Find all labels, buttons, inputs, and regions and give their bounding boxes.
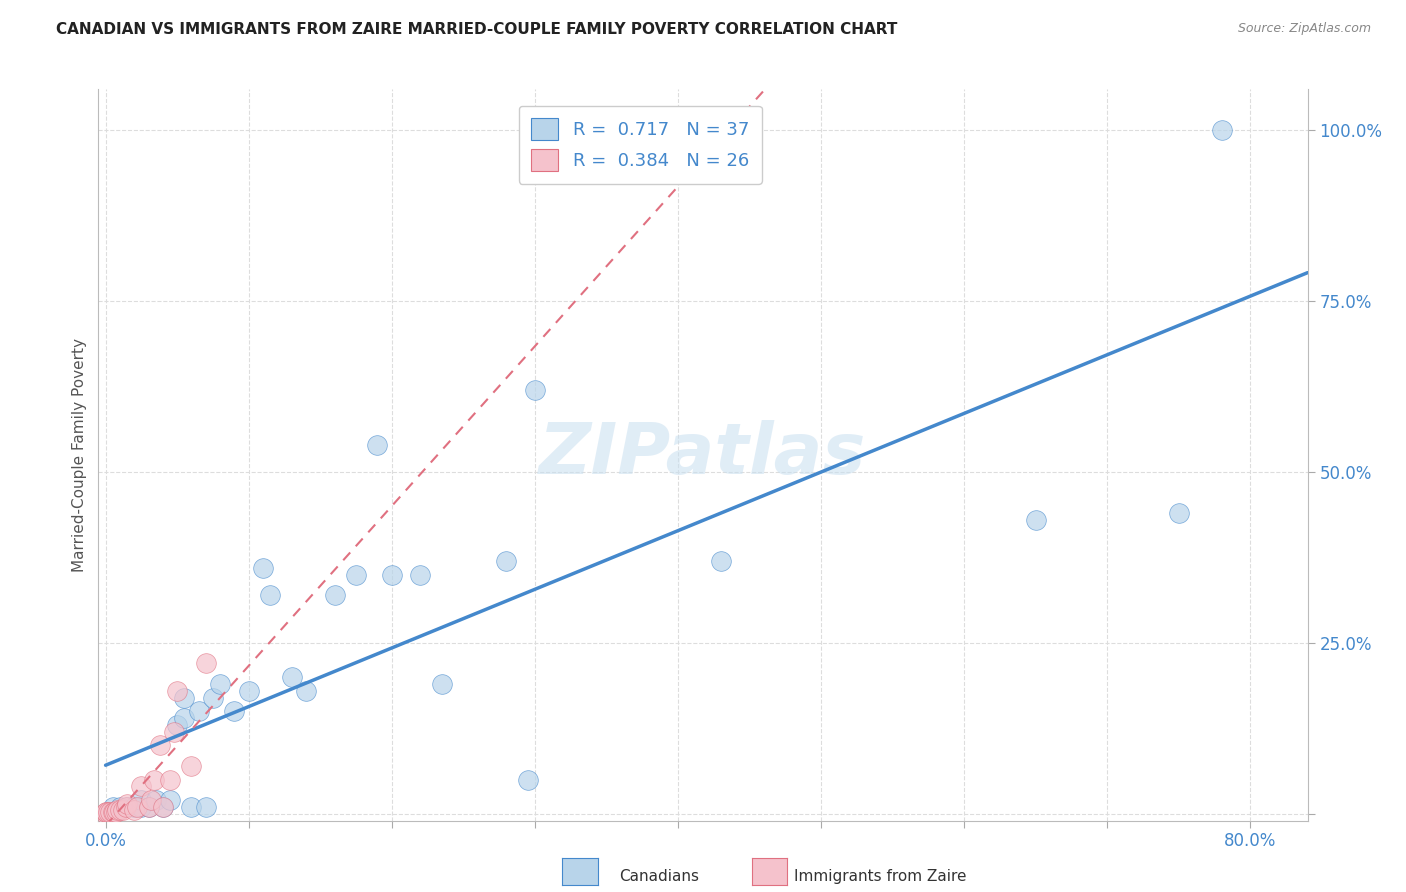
Point [152, 800, 174, 814]
Point [495, 554, 517, 568]
Point [141, 793, 163, 807]
Point [97, 805, 120, 820]
Text: CANADIAN VS IMMIGRANTS FROM ZAIRE MARRIED-COUPLE FAMILY POVERTY CORRELATION CHAR: CANADIAN VS IMMIGRANTS FROM ZAIRE MARRIE… [56, 22, 897, 37]
Point [173, 690, 195, 705]
Point [173, 711, 195, 725]
Point [115, 800, 138, 814]
Point [280, 670, 302, 684]
Point [94, 805, 117, 819]
Point [344, 567, 367, 582]
Point [194, 657, 217, 671]
Point [238, 683, 260, 698]
Point [131, 800, 153, 814]
Point [159, 793, 181, 807]
Point [187, 704, 209, 718]
Point [94, 805, 117, 820]
Point [1167, 506, 1189, 520]
Point [180, 759, 202, 773]
Point [104, 805, 127, 819]
Point [143, 772, 166, 787]
Point [108, 804, 131, 818]
Point [98, 805, 121, 819]
Text: Canadians: Canadians [619, 870, 699, 884]
Point [138, 800, 160, 814]
Point [145, 793, 167, 807]
Legend: R =  0.717   N = 37, R =  0.384   N = 26: R = 0.717 N = 37, R = 0.384 N = 26 [519, 105, 762, 184]
Point [1211, 123, 1233, 137]
Point [259, 588, 281, 602]
Point [295, 683, 318, 698]
Point [152, 800, 174, 814]
Point [224, 704, 246, 718]
Point [111, 804, 134, 818]
Point [115, 797, 138, 811]
Text: Immigrants from Zaire: Immigrants from Zaire [794, 870, 967, 884]
Text: ZIPatlas: ZIPatlas [540, 420, 866, 490]
Point [166, 718, 188, 732]
Point [101, 800, 124, 814]
Text: Source: ZipAtlas.com: Source: ZipAtlas.com [1237, 22, 1371, 36]
Point [194, 800, 217, 814]
Point [180, 800, 202, 814]
Point [103, 805, 125, 819]
Point [163, 724, 186, 739]
Point [430, 677, 453, 691]
Point [201, 690, 224, 705]
Point [131, 780, 153, 794]
Point [323, 588, 346, 602]
Point [159, 772, 181, 787]
Point [149, 739, 172, 753]
Point [516, 772, 538, 787]
Point [114, 800, 136, 814]
Point [252, 560, 274, 574]
Point [101, 805, 124, 820]
Point [166, 683, 188, 698]
Point [125, 800, 148, 814]
Point [710, 554, 733, 568]
Point [105, 804, 128, 818]
Point [122, 800, 145, 814]
Y-axis label: Married-Couple Family Poverty: Married-Couple Family Poverty [72, 338, 87, 572]
Point [1025, 513, 1047, 527]
Point [108, 800, 131, 814]
Point [94, 806, 117, 821]
Point [366, 438, 388, 452]
Point [131, 793, 153, 807]
Point [409, 567, 432, 582]
Point [381, 567, 404, 582]
Point [122, 804, 145, 818]
Point [523, 383, 546, 397]
Point [138, 800, 160, 814]
Point [209, 677, 232, 691]
